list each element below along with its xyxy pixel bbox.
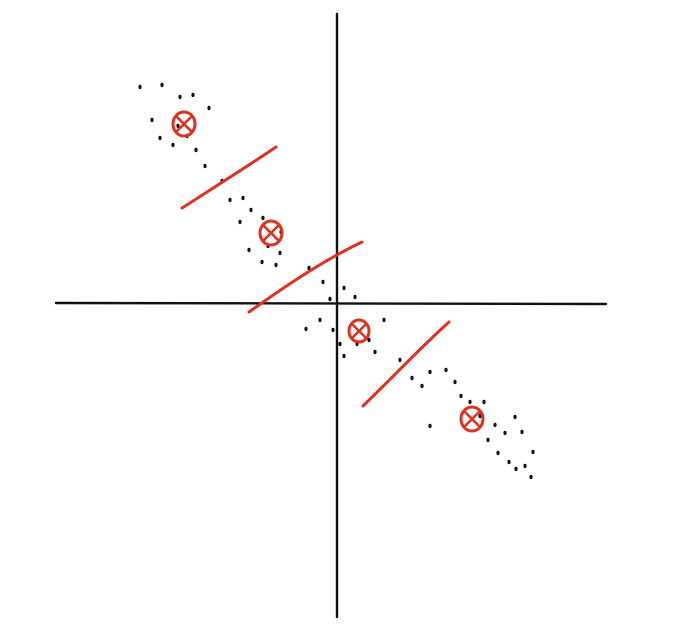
data-point xyxy=(410,375,414,381)
data-point xyxy=(444,367,448,373)
data-point xyxy=(318,317,322,323)
data-point xyxy=(520,429,524,435)
cluster-centers xyxy=(171,110,485,433)
data-point xyxy=(507,459,511,465)
data-point xyxy=(529,474,533,480)
data-point xyxy=(247,247,251,253)
axes xyxy=(54,12,608,619)
boundary-line-1 xyxy=(180,145,278,210)
data-point xyxy=(261,215,265,221)
data-point xyxy=(178,94,182,100)
data-point xyxy=(367,337,371,343)
cluster-center-marker xyxy=(347,318,371,344)
data-point xyxy=(331,327,335,333)
data-point xyxy=(158,135,162,141)
data-point xyxy=(321,279,325,285)
data-point xyxy=(523,463,527,469)
data-point xyxy=(342,285,346,291)
data-point xyxy=(513,414,517,420)
data-point xyxy=(150,117,154,123)
data-point xyxy=(241,195,245,201)
data-point xyxy=(238,219,242,225)
data-point xyxy=(503,430,507,436)
data-point xyxy=(428,423,432,429)
data-point xyxy=(203,163,207,169)
data-point xyxy=(274,262,278,268)
data-point xyxy=(228,197,232,203)
data-point xyxy=(459,393,463,399)
data-point xyxy=(194,147,198,153)
cluster-center-marker xyxy=(459,405,485,433)
data-point xyxy=(171,142,175,148)
data-point xyxy=(382,317,386,323)
data-point xyxy=(249,207,253,213)
data-point xyxy=(353,294,357,300)
x-axis xyxy=(54,301,608,306)
data-point xyxy=(160,82,164,88)
data-point xyxy=(453,379,457,385)
data-point xyxy=(307,265,311,271)
data-point xyxy=(207,105,211,111)
cluster-center-marker xyxy=(171,110,197,138)
data-point xyxy=(260,259,264,265)
boundary-line-2 xyxy=(247,240,364,314)
data-point xyxy=(373,349,377,355)
data-point xyxy=(486,437,490,443)
data-point xyxy=(468,399,472,405)
boundary-line-3 xyxy=(361,320,451,408)
data-point xyxy=(496,450,500,456)
data-point xyxy=(138,84,142,90)
data-point xyxy=(338,341,342,347)
data-point xyxy=(398,357,402,363)
data-point xyxy=(278,250,282,256)
data-point xyxy=(493,422,497,428)
decision-boundaries xyxy=(180,145,451,408)
data-point xyxy=(191,92,195,98)
data-point xyxy=(420,383,424,389)
data-point xyxy=(531,449,535,455)
cluster-center-marker xyxy=(258,219,284,247)
data-point xyxy=(342,353,346,359)
data-point xyxy=(176,123,180,129)
data-point xyxy=(514,466,518,472)
data-points xyxy=(138,82,535,480)
data-point xyxy=(328,296,332,302)
data-point xyxy=(304,326,308,332)
data-point xyxy=(482,399,486,405)
data-point xyxy=(428,369,432,375)
